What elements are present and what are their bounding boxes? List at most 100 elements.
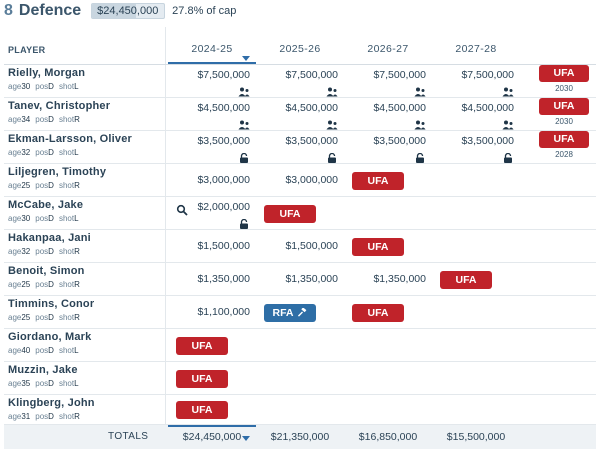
season-header-2026-27[interactable]: 2026-27 [367, 43, 409, 55]
player-shot: L [74, 346, 79, 355]
player-position: D [48, 181, 54, 190]
player-name-link[interactable]: Ekman-Larsson, Oliver [8, 133, 133, 145]
player-age: 40 [21, 346, 31, 355]
age-label: age [8, 412, 22, 421]
season-cell-2025-26: $4,500,000 [256, 98, 344, 130]
ufa-badge[interactable]: UFA [264, 204, 316, 223]
search-icon[interactable] [176, 203, 188, 216]
player-count: 8 [4, 2, 13, 19]
cap-hit-amount: $3,000,000 [285, 173, 338, 186]
cap-hit-amount: $1,350,000 [197, 272, 250, 285]
cap-hit-amount: $7,500,000 [197, 69, 250, 81]
cap-hit-total: $24,450,000 [97, 5, 159, 17]
season-cell-2025-26: $3,000,000 [256, 164, 344, 196]
ufa-badge[interactable]: UFA [352, 171, 404, 190]
player-age: 25 [21, 313, 31, 322]
player-name-link[interactable]: Liljegren, Timothy [8, 166, 107, 178]
rfa-badge[interactable]: RFA [264, 303, 316, 322]
age-label: age [8, 313, 22, 322]
shot-label: shot [58, 379, 75, 388]
player-name-link[interactable]: Muzzin, Jake [8, 364, 78, 376]
season-header-2024-25[interactable]: 2024-25 [191, 43, 233, 55]
age-label: age [8, 346, 22, 355]
player-name-link[interactable]: McCabe, Jake [8, 199, 84, 211]
ufa-badge[interactable]: UFA [176, 401, 228, 419]
ufa-badge[interactable]: UFA [539, 131, 589, 148]
ufa-badge[interactable]: UFA [176, 369, 228, 388]
player-column-header[interactable]: PLAYER [8, 45, 46, 55]
badge-label: UFA [367, 174, 389, 187]
player-position: D [48, 313, 54, 322]
total-2025-26: $21,350,000 [270, 431, 330, 443]
shot-label: shot [58, 148, 75, 157]
player-row: Liljegren, Timothy age25 posD shotR $3,000,0… [4, 164, 596, 197]
age-label: age [8, 379, 22, 388]
player-row: Benoit, Simon age25 posD shotR $1,350,000 $1,… [4, 263, 596, 296]
cap-hit-amount: $2,000,000 [197, 201, 250, 213]
player-age: 25 [21, 181, 31, 190]
season-header-2027-28[interactable]: 2027-28 [455, 43, 497, 55]
free-agency-cell: UFA 2030 [534, 65, 594, 97]
season-cell-2024-25: $3,500,000 [168, 131, 256, 163]
ufa-year: 2030 [555, 84, 573, 93]
player-name-link[interactable]: Tanev, Christopher [8, 100, 111, 112]
lock-icon [238, 216, 250, 229]
no-move-clause-icon [238, 84, 250, 97]
cap-percentage: 27.8% of cap [172, 5, 237, 17]
no-move-clause-icon [502, 84, 514, 97]
ufa-badge[interactable]: UFA [176, 336, 228, 355]
player-name-link[interactable]: Klingberg, John [8, 397, 95, 409]
table-header-row: PLAYER 2024-25 2025-26 2026-27 2027-28 [4, 27, 596, 65]
cap-hit-amount: $1,100,000 [197, 305, 250, 318]
player-age: 34 [21, 115, 31, 124]
age-label: age [8, 148, 22, 157]
season-header-2025-26[interactable]: 2025-26 [279, 43, 321, 55]
pos-label: pos [35, 280, 49, 289]
player-name-link[interactable]: Timmins, Conor [8, 298, 95, 310]
cap-hit-amount: $7,500,000 [461, 69, 514, 81]
player-age: 35 [21, 379, 31, 388]
age-label: age [8, 82, 22, 91]
player-shot: R [74, 247, 80, 256]
ufa-badge[interactable]: UFA [440, 270, 492, 289]
cap-hit-amount: $4,500,000 [197, 102, 250, 114]
player-name-link[interactable]: Hakanpaa, Jani [8, 232, 91, 244]
season-cell-2025-26: $3,500,000 [256, 131, 344, 163]
chevron-down-icon[interactable] [242, 436, 250, 441]
player-age: 32 [21, 247, 31, 256]
player-row: Muzzin, Jake age35 posD shotL UFA [4, 362, 596, 395]
player-meta: age25 posD shotR [8, 313, 85, 322]
player-age: 25 [21, 280, 31, 289]
player-name-link[interactable]: Benoit, Simon [8, 265, 85, 277]
free-agency-cell: UFA 2030 [534, 98, 594, 130]
sort-caret-icon[interactable] [242, 56, 250, 61]
player-shot: R [74, 313, 80, 322]
age-label: age [8, 247, 22, 256]
ufa-badge[interactable]: UFA [352, 237, 404, 256]
pos-label: pos [35, 115, 49, 124]
player-shot: R [74, 115, 80, 124]
ufa-badge[interactable]: UFA [352, 303, 404, 322]
season-cell-2024-25: $1,350,000 [168, 263, 256, 295]
season-cell-2026-27: $1,350,000 [344, 263, 432, 295]
total-2026-27: $16,850,000 [358, 431, 418, 443]
season-cell-2025-26: $1,350,000 [256, 263, 344, 295]
pos-label: pos [35, 346, 49, 355]
player-meta: age32 posD shotR [8, 247, 85, 256]
selected-season-underline [168, 62, 256, 64]
player-name-link[interactable]: Rielly, Morgan [8, 67, 86, 79]
ufa-badge[interactable]: UFA [539, 98, 589, 115]
season-cell-2026-27: UFA [344, 164, 432, 196]
pos-label: pos [35, 82, 49, 91]
season-cell-2025-26: $1,500,000 [256, 230, 344, 262]
ufa-badge[interactable]: UFA [539, 65, 589, 82]
pos-label: pos [35, 148, 49, 157]
player-shot: L [74, 214, 79, 223]
cap-hit-amount: $3,500,000 [461, 135, 514, 147]
section-header: 8 Defence $24,450,000 27.8% of cap [0, 0, 600, 22]
player-age: 30 [21, 82, 31, 91]
player-name-link[interactable]: Giordano, Mark [8, 331, 92, 343]
player-position: D [48, 346, 54, 355]
ufa-year: 2030 [555, 117, 573, 126]
shot-label: shot [58, 82, 75, 91]
